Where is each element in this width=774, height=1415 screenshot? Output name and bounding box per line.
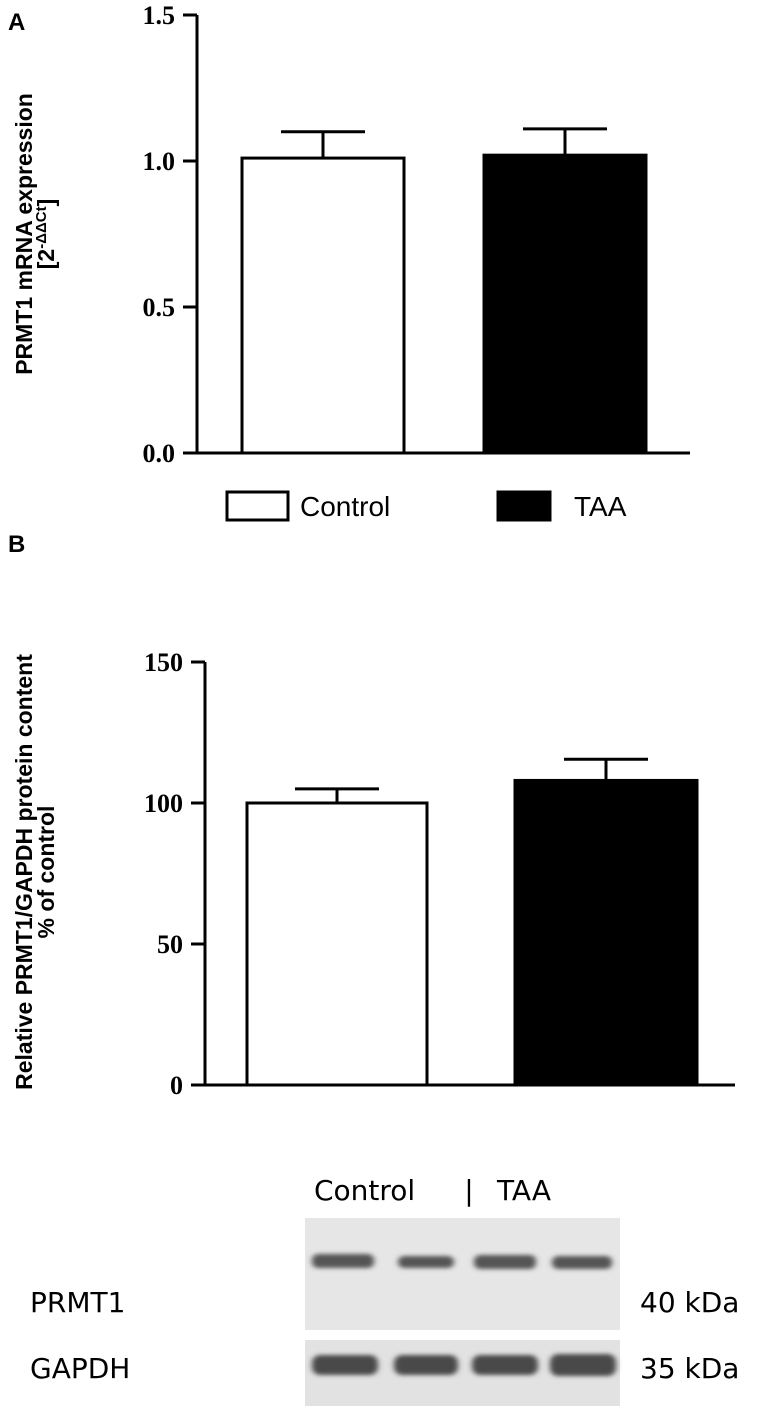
panel-label: B (8, 531, 25, 558)
y-tick-label: 0 (170, 1071, 183, 1100)
legend-label: TAA (574, 491, 627, 522)
y-axis-label-text: PRMT1 mRNA expression (11, 93, 37, 375)
y-axis-label: [2-ΔΔCt] (33, 199, 60, 270)
panel-label: A (8, 9, 25, 36)
bar (245, 801, 429, 1087)
bar (513, 778, 699, 1087)
bar (482, 153, 648, 455)
legend-swatch (225, 490, 290, 522)
y-tick-label: 0.5 (143, 293, 176, 322)
y-tick-label: 0.0 (143, 439, 176, 468)
blot-size: 35 kDa (640, 1352, 739, 1385)
legend-swatch (496, 490, 552, 522)
y-axis-label-text: ] (33, 199, 59, 207)
y-tick-label: 1.5 (143, 1, 176, 30)
blot-bands (312, 1254, 616, 1376)
y-axis-label-text: % of control (33, 806, 59, 939)
y-tick-label: 150 (144, 648, 183, 677)
y-axis-label-text: Relative PRMT1/GAPDH protein content (11, 654, 37, 1090)
y-tick-label: 1.0 (143, 147, 176, 176)
blot-row-label: PRMT1 (30, 1286, 125, 1319)
y-axis-label-text: -ΔΔCt (33, 206, 50, 248)
y-axis-label: Relative PRMT1/GAPDH protein content (11, 654, 37, 1090)
bar (240, 156, 406, 455)
blot-size: 40 kDa (640, 1286, 739, 1319)
legend-label: Control (300, 491, 390, 522)
y-axis-label: % of control (33, 806, 59, 939)
y-tick-label: 50 (157, 930, 183, 959)
blot-header: | (464, 1174, 473, 1207)
blot-header: Control (314, 1174, 415, 1207)
blot-header: TAA (496, 1174, 551, 1207)
y-tick-label: 100 (144, 789, 183, 818)
blot-membrane (305, 1218, 620, 1330)
y-axis-label-text: [2 (33, 249, 59, 269)
y-axis-label: PRMT1 mRNA expression (11, 93, 37, 375)
blot-row-label: GAPDH (30, 1352, 130, 1385)
